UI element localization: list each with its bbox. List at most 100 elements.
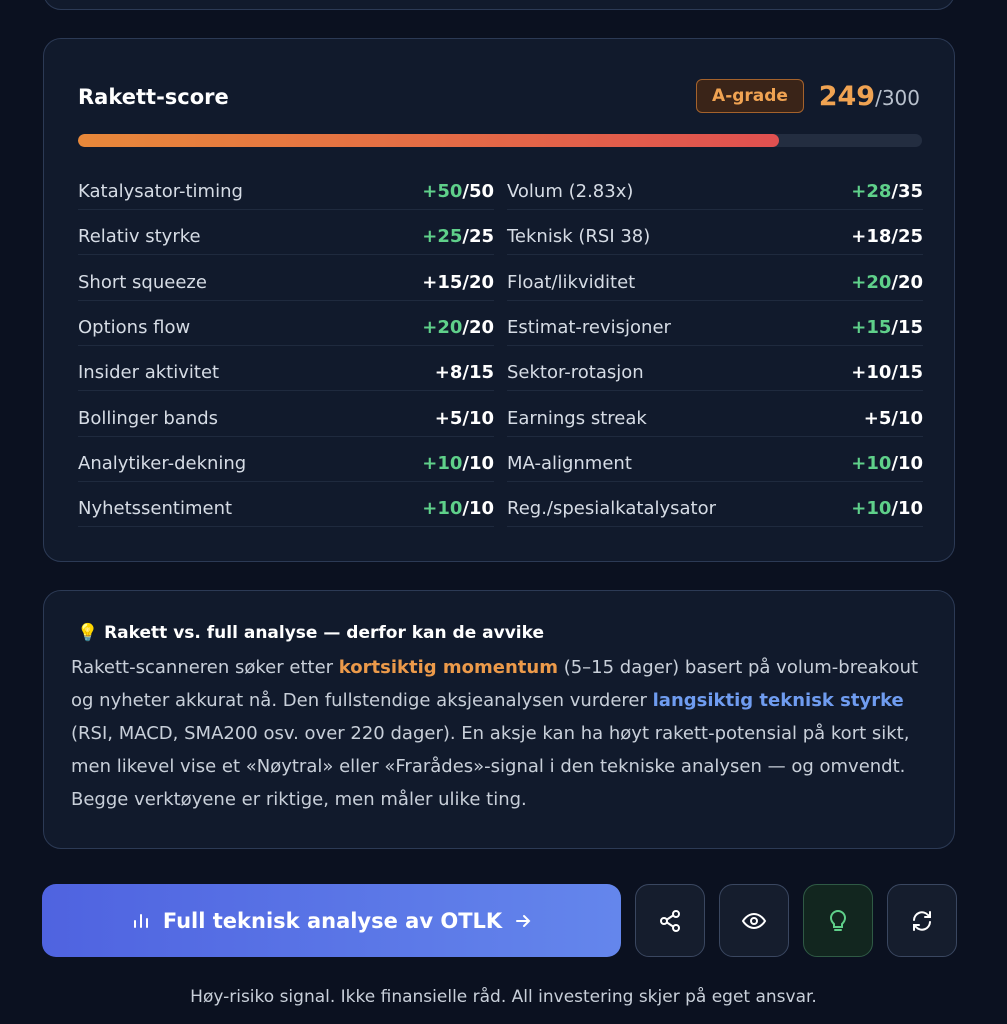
score-row: Insider aktivitet +8/15 xyxy=(78,356,494,392)
row-max: /15 xyxy=(462,362,494,384)
progress-track xyxy=(78,134,922,147)
score-row: Nyhetssentiment +10/10 xyxy=(78,492,494,528)
idea-button[interactable] xyxy=(803,884,873,957)
row-max: /35 xyxy=(891,181,923,202)
info-title-text: Rakett vs. full analyse — derfor kan de … xyxy=(104,623,545,643)
info-card: 💡 Rakett vs. full analyse — derfor kan d… xyxy=(43,590,955,849)
row-points: +20 xyxy=(422,316,463,338)
row-value: +10/10 xyxy=(422,447,494,481)
eye-icon xyxy=(741,912,767,929)
row-value: +25/25 xyxy=(422,220,494,254)
row-value: +20/20 xyxy=(422,311,494,345)
row-value: +28/35 xyxy=(851,175,923,209)
row-value: +5/10 xyxy=(864,402,923,436)
row-max: /10 xyxy=(891,498,923,520)
text-segment: langsiktig teknisk styrke xyxy=(652,690,904,711)
row-points: +18 xyxy=(851,226,892,248)
row-max: /10 xyxy=(462,452,494,474)
row-points: +15 xyxy=(422,271,463,293)
row-label: Earnings streak xyxy=(507,407,647,429)
row-label: Katalysator-timing xyxy=(78,181,243,202)
score-row: Earnings streak +5/10 xyxy=(507,402,923,437)
row-label: Bollinger bands xyxy=(78,407,219,429)
row-label: Options flow xyxy=(78,316,191,338)
row-label: Estimat-revisjoner xyxy=(507,316,671,338)
grade-badge: A-grade xyxy=(696,79,804,113)
row-points: +10 xyxy=(851,362,892,384)
row-label: Sektor-rotasjon xyxy=(507,362,644,384)
row-points: +15 xyxy=(851,316,892,338)
row-points: +25 xyxy=(422,226,463,248)
card-title: Rakett-score xyxy=(78,85,229,109)
row-value: +10/15 xyxy=(851,356,923,390)
row-label: Short squeeze xyxy=(78,271,207,293)
row-label: MA-alignment xyxy=(507,452,632,474)
bulb-icon xyxy=(829,909,847,931)
score-row: Float/likviditet +20/20 xyxy=(507,266,923,301)
score-value: 249 xyxy=(818,81,876,112)
row-label: Relativ styrke xyxy=(78,226,201,248)
share-button[interactable] xyxy=(635,884,705,957)
analysis-button[interactable]: Full teknisk analyse av OTLK xyxy=(42,884,621,957)
row-label: Analytiker-dekning xyxy=(78,452,247,474)
row-value: +20/20 xyxy=(851,266,923,300)
score-max: /300 xyxy=(875,86,920,110)
score-row: Analytiker-dekning +10/10 xyxy=(78,447,494,482)
row-points: +5 xyxy=(434,407,463,429)
row-max: /10 xyxy=(462,407,494,429)
row-max: /10 xyxy=(891,452,923,474)
row-max: /15 xyxy=(891,316,923,338)
row-value: +15/15 xyxy=(851,311,923,345)
row-points: +10 xyxy=(422,498,463,520)
row-label: Nyhetssentiment xyxy=(78,498,233,520)
row-max: /25 xyxy=(891,226,923,248)
score-row: Options flow +20/20 xyxy=(78,311,494,346)
row-points: +5 xyxy=(863,407,892,429)
info-title: 💡 Rakett vs. full analyse — derfor kan d… xyxy=(77,623,545,643)
row-max: /20 xyxy=(462,271,494,293)
score-row: Katalysator-timing +50/50 xyxy=(78,175,494,210)
score-row: Sektor-rotasjon +10/15 xyxy=(507,356,923,392)
score-row: Volum (2.83x) +28/35 xyxy=(507,175,923,210)
refresh-icon xyxy=(913,910,931,931)
row-max: /10 xyxy=(891,407,923,429)
row-value: +15/20 xyxy=(422,266,494,300)
row-points: +10 xyxy=(851,498,892,520)
arrow-icon xyxy=(516,914,531,927)
row-value: +18/25 xyxy=(851,220,923,254)
refresh-button[interactable] xyxy=(887,884,957,957)
score-card: Rakett-score A-grade 249/300 Katalysator… xyxy=(43,38,955,562)
row-value: +8/15 xyxy=(435,356,494,390)
watch-button[interactable] xyxy=(719,884,789,957)
score-row: MA-alignment +10/10 xyxy=(507,447,923,482)
progress-fill xyxy=(78,134,779,147)
score-row: Reg./spesialkatalysator +10/10 xyxy=(507,492,923,528)
row-max: /50 xyxy=(462,181,494,202)
row-points: +8 xyxy=(434,362,463,384)
total-score: 249/300 xyxy=(819,81,920,112)
text-segment: (RSI, MACD, SMA200 osv. over 220 dager).… xyxy=(71,723,910,810)
row-points: +10 xyxy=(851,452,892,474)
score-row: Bollinger bands +5/10 xyxy=(78,402,494,437)
score-row: Estimat-revisjoner +15/15 xyxy=(507,311,923,346)
row-value: +50/50 xyxy=(422,175,494,209)
score-row: Relativ styrke +25/25 xyxy=(78,220,494,256)
row-points: +28 xyxy=(851,181,892,202)
text-segment: kortsiktig momentum xyxy=(338,657,558,678)
row-points: +10 xyxy=(422,452,463,474)
row-value: +10/10 xyxy=(851,447,923,481)
row-max: /25 xyxy=(462,226,494,248)
share-icon xyxy=(660,909,680,932)
row-value: +10/10 xyxy=(422,492,494,526)
row-max: /20 xyxy=(891,271,923,293)
row-label: Insider aktivitet xyxy=(78,362,220,384)
row-label: Teknisk (RSI 38) xyxy=(507,226,651,248)
row-label: Reg./spesialkatalysator xyxy=(507,498,717,520)
row-value: +10/10 xyxy=(851,492,923,526)
score-row: Short squeeze +15/20 xyxy=(78,266,494,301)
info-text: Rakett-scanneren søker etter kortsiktig … xyxy=(71,651,926,816)
row-label: Float/likviditet xyxy=(507,271,636,293)
text-segment: (5–15 dager) basert på volum-breakout og… xyxy=(71,657,919,711)
text-segment: Rakett-scanneren søker etter xyxy=(71,657,339,678)
